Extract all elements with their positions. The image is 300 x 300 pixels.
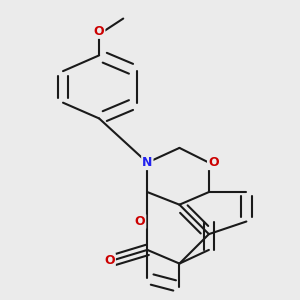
Text: O: O	[135, 215, 145, 228]
Text: O: O	[208, 156, 219, 169]
Text: O: O	[104, 254, 115, 267]
Text: N: N	[142, 156, 152, 169]
Text: O: O	[94, 25, 104, 38]
